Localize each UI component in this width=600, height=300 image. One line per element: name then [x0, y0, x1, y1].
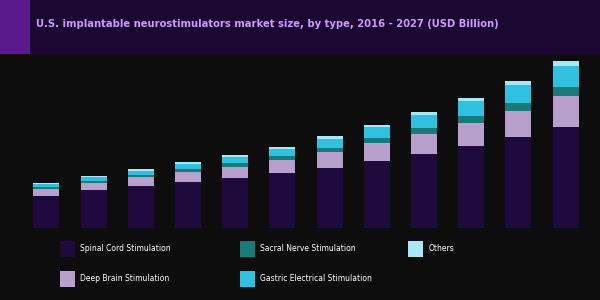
- Bar: [80, 181, 107, 183]
- Bar: [317, 152, 343, 168]
- Bar: [317, 168, 343, 228]
- Bar: [505, 103, 532, 111]
- Bar: [80, 177, 107, 181]
- Bar: [128, 170, 154, 175]
- Bar: [269, 173, 295, 228]
- FancyBboxPatch shape: [408, 241, 423, 257]
- Bar: [317, 136, 343, 139]
- Bar: [411, 154, 437, 228]
- Bar: [458, 116, 484, 123]
- Bar: [222, 167, 248, 178]
- Bar: [505, 137, 532, 228]
- FancyBboxPatch shape: [240, 271, 255, 287]
- Text: Others: Others: [428, 244, 454, 253]
- Bar: [411, 115, 437, 128]
- Bar: [128, 177, 154, 186]
- Bar: [553, 61, 578, 66]
- Bar: [505, 85, 532, 103]
- Bar: [364, 143, 390, 161]
- Bar: [553, 66, 578, 87]
- Bar: [80, 183, 107, 190]
- Bar: [128, 169, 154, 170]
- Bar: [269, 160, 295, 173]
- Bar: [364, 125, 390, 128]
- Text: Sacral Nerve Stimulation: Sacral Nerve Stimulation: [260, 244, 356, 253]
- Bar: [553, 87, 578, 96]
- Bar: [317, 148, 343, 152]
- Bar: [458, 146, 484, 228]
- Bar: [553, 127, 578, 228]
- Bar: [175, 162, 201, 164]
- Bar: [222, 155, 248, 157]
- Bar: [364, 138, 390, 143]
- Bar: [553, 96, 578, 127]
- Bar: [34, 189, 59, 196]
- Bar: [317, 139, 343, 148]
- Bar: [128, 186, 154, 228]
- Bar: [505, 81, 532, 85]
- Text: Gastric Electrical Stimulation: Gastric Electrical Stimulation: [260, 274, 372, 283]
- Bar: [80, 190, 107, 228]
- Bar: [175, 169, 201, 172]
- Bar: [128, 175, 154, 177]
- Bar: [222, 157, 248, 164]
- Bar: [222, 178, 248, 228]
- Bar: [34, 184, 59, 187]
- Bar: [175, 182, 201, 228]
- Bar: [269, 149, 295, 156]
- Bar: [458, 101, 484, 116]
- Bar: [269, 147, 295, 149]
- Bar: [458, 98, 484, 101]
- Text: Spinal Cord Stimulation: Spinal Cord Stimulation: [80, 244, 171, 253]
- Bar: [80, 176, 107, 177]
- Bar: [411, 112, 437, 115]
- Bar: [34, 187, 59, 189]
- Bar: [458, 123, 484, 146]
- Bar: [269, 156, 295, 160]
- Bar: [364, 161, 390, 228]
- FancyBboxPatch shape: [240, 241, 255, 257]
- Bar: [411, 134, 437, 154]
- Bar: [411, 128, 437, 134]
- Bar: [505, 111, 532, 137]
- Bar: [34, 196, 59, 228]
- Text: Deep Brain Stimulation: Deep Brain Stimulation: [80, 274, 170, 283]
- Text: U.S. implantable neurostimulators market size, by type, 2016 - 2027 (USD Billion: U.S. implantable neurostimulators market…: [36, 19, 499, 29]
- Bar: [364, 128, 390, 138]
- FancyBboxPatch shape: [60, 241, 75, 257]
- FancyBboxPatch shape: [60, 271, 75, 287]
- Bar: [222, 164, 248, 167]
- Bar: [175, 164, 201, 169]
- Bar: [175, 172, 201, 182]
